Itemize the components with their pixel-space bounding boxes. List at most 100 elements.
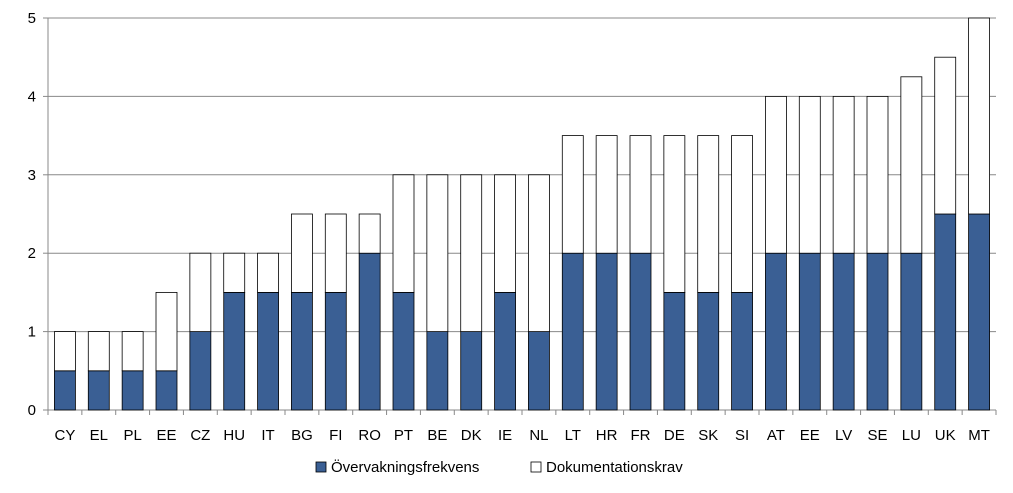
bar-segment-dokumentationskrav [460, 174, 483, 333]
x-tick-label: MT [968, 427, 990, 444]
bar-segment-dokumentationskrav [561, 135, 584, 254]
y-tick-label: 0 [28, 402, 36, 419]
bar-segment-dokumentationskrav [291, 213, 313, 293]
x-tick-label: EE [800, 427, 820, 444]
bar-segment-dokumentationskrav [798, 96, 821, 254]
bar-segment-overvakningsfrekvens [663, 291, 686, 411]
x-tick-label: PL [123, 427, 141, 444]
x-tick-label: HR [596, 427, 618, 444]
bar-segment-overvakningsfrekvens [257, 291, 279, 411]
bar-segment-overvakningsfrekvens [460, 331, 483, 411]
y-tick-label: 2 [28, 245, 36, 262]
bar-segment-overvakningsfrekvens [121, 370, 144, 411]
bar-segment-overvakningsfrekvens [155, 370, 178, 411]
bar-segment-dokumentationskrav [968, 17, 990, 215]
x-tick-label: CY [55, 427, 76, 444]
x-tick-label: SE [867, 427, 887, 444]
bar-segment-overvakningsfrekvens [54, 370, 76, 411]
bar-segment-overvakningsfrekvens [392, 291, 415, 411]
bar-segment-overvakningsfrekvens [223, 291, 246, 411]
x-tick-label: HU [223, 427, 245, 444]
bar-segment-overvakningsfrekvens [595, 252, 618, 411]
bar-segment-dokumentationskrav [54, 331, 76, 372]
bar-segment-overvakningsfrekvens [934, 213, 957, 411]
y-tick-label: 3 [28, 167, 36, 184]
bar-segment-dokumentationskrav [257, 252, 279, 293]
bar-segment-overvakningsfrekvens [324, 291, 347, 411]
bar-segment-overvakningsfrekvens [832, 252, 855, 411]
bar-segment-overvakningsfrekvens [87, 370, 110, 411]
bar-segment-dokumentationskrav [595, 135, 618, 254]
x-tick-label: DK [461, 427, 482, 444]
legend-swatch [530, 461, 542, 473]
x-tick-label: IE [498, 427, 512, 444]
x-tick-label: BG [291, 427, 313, 444]
bar-segment-overvakningsfrekvens [426, 331, 449, 411]
bar-segment-dokumentationskrav [324, 213, 347, 293]
legend-label: Övervakningsfrekvens [331, 458, 479, 476]
x-tick-label: NL [529, 427, 548, 444]
bars [54, 17, 990, 411]
y-tick-labels: 0 1 2 3 4 5 [28, 10, 36, 419]
bar-segment-overvakningsfrekvens [900, 252, 923, 411]
legend-label: Dokumentationskrav [546, 459, 683, 476]
bar-segment-dokumentationskrav [528, 174, 550, 333]
bar-segment-overvakningsfrekvens [968, 213, 990, 411]
bar-segment-overvakningsfrekvens [358, 252, 381, 411]
x-tick-label: LU [902, 427, 921, 444]
bar-segment-dokumentationskrav [663, 135, 686, 293]
x-tick-label: UK [935, 427, 956, 444]
bar-segment-dokumentationskrav [426, 174, 449, 333]
x-tick-label: IT [261, 427, 274, 444]
legend-swatch [315, 461, 327, 473]
x-tick-label: FR [631, 427, 651, 444]
x-tick-label: BE [427, 427, 447, 444]
bar-segment-dokumentationskrav [155, 291, 178, 372]
x-tick-label: CZ [190, 427, 210, 444]
x-tick-label: DE [664, 427, 685, 444]
x-tick-label: RO [358, 427, 381, 444]
x-tick-label: LT [565, 427, 581, 444]
bar-segment-overvakningsfrekvens [629, 252, 652, 411]
bar-segment-dokumentationskrav [629, 135, 652, 254]
x-tick-label: FI [329, 427, 342, 444]
x-tick-label: PT [394, 427, 413, 444]
bar-segment-overvakningsfrekvens [528, 331, 550, 411]
bar-segment-dokumentationskrav [223, 252, 246, 293]
x-tick-label: EE [156, 427, 176, 444]
x-tick-label: SK [698, 427, 718, 444]
bar-segment-dokumentationskrav [731, 135, 753, 293]
bar-segment-dokumentationskrav [900, 76, 923, 254]
bar-segment-dokumentationskrav [189, 252, 212, 332]
x-tick-label: SI [735, 427, 749, 444]
bar-segment-dokumentationskrav [87, 331, 110, 372]
bar-segment-dokumentationskrav [866, 96, 889, 254]
x-tick-label: LV [835, 427, 852, 444]
bar-segment-dokumentationskrav [934, 56, 957, 215]
y-tick-label: 5 [28, 10, 36, 27]
bar-segment-dokumentationskrav [358, 213, 381, 254]
bar-segment-overvakningsfrekvens [866, 252, 889, 411]
bar-segment-overvakningsfrekvens [765, 252, 787, 411]
bar-segment-dokumentationskrav [765, 96, 787, 254]
bar-segment-overvakningsfrekvens [697, 291, 720, 411]
bar-segment-dokumentationskrav [121, 331, 144, 372]
bar-segment-overvakningsfrekvens [189, 331, 212, 411]
bar-segment-overvakningsfrekvens [494, 291, 516, 411]
y-tick-label: 4 [28, 88, 36, 105]
legend: Övervakningsfrekvens Dokumentationskrav [315, 458, 683, 476]
bar-segment-overvakningsfrekvens [731, 291, 753, 411]
bar-segment-dokumentationskrav [494, 174, 516, 293]
x-tick-label: AT [767, 427, 785, 444]
x-tick-labels: CY EL PL EE CZ HU IT BG FI RO PT BE DK IE NL LT HR FR DE SK… [55, 427, 990, 444]
bar-segment-dokumentationskrav [832, 96, 855, 254]
y-tick-label: 1 [28, 324, 36, 341]
bar-segment-dokumentationskrav [697, 135, 720, 293]
x-tick-label: EL [90, 427, 108, 444]
bar-segment-overvakningsfrekvens [291, 291, 313, 411]
bar-segment-overvakningsfrekvens [561, 252, 584, 411]
bar-segment-dokumentationskrav [392, 174, 415, 293]
bar-segment-overvakningsfrekvens [798, 252, 821, 411]
